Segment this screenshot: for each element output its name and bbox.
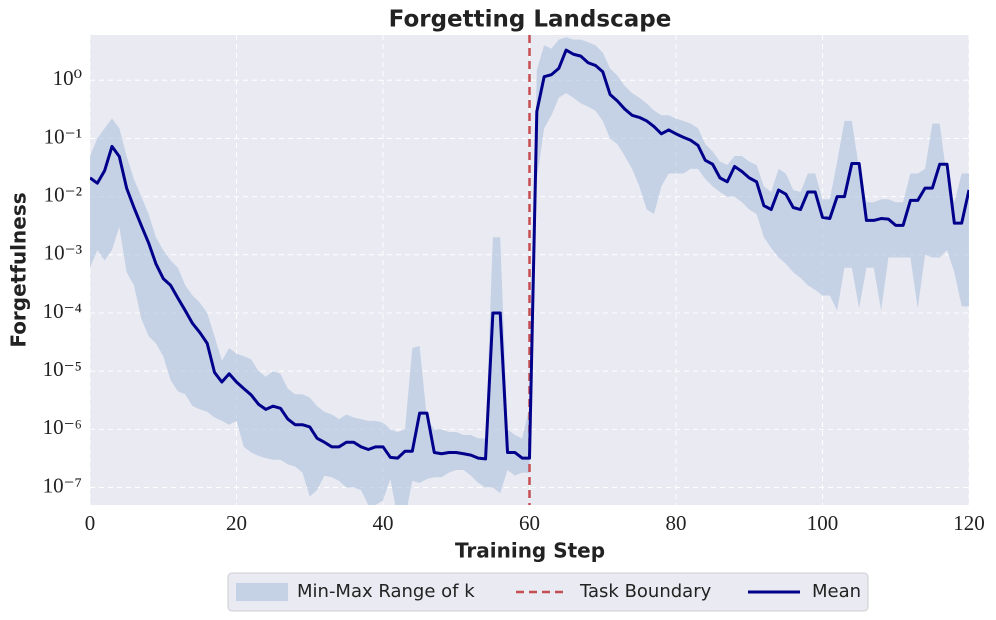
x-tick-label: 100 xyxy=(807,511,839,535)
legend: Min-Max Range of k Task Boundary Mean xyxy=(227,572,869,612)
y-tick-label: 10⁻⁴ xyxy=(43,299,82,323)
x-tick-label: 0 xyxy=(85,511,96,535)
y-tick-label: 10⁻⁶ xyxy=(43,415,82,439)
x-tick-label: 20 xyxy=(226,511,247,535)
chart-title: Forgetting Landscape xyxy=(389,7,672,33)
y-tick-label: 10⁰ xyxy=(53,66,82,90)
x-axis-label: Training Step xyxy=(455,539,605,563)
y-tick-label: 10⁻² xyxy=(44,182,82,206)
legend-swatch xyxy=(236,583,288,601)
legend-label: Task Boundary xyxy=(579,581,712,602)
x-tick-label: 80 xyxy=(666,511,687,535)
y-tick-label: 10⁻³ xyxy=(44,241,82,265)
plot xyxy=(90,35,969,505)
x-tick-label: 120 xyxy=(953,511,985,535)
x-tick-label: 60 xyxy=(519,511,540,535)
legend-label: Min-Max Range of k xyxy=(297,581,475,602)
y-tick-label: 10⁻⁵ xyxy=(43,357,82,381)
legend-label: Mean xyxy=(812,581,861,602)
y-tick-label: 10⁻¹ xyxy=(44,124,82,148)
x-tick-label: 40 xyxy=(373,511,394,535)
axes: 0 20 40 60 80 100 120 10⁻⁷ 10⁻⁶ 10⁻⁵ 10⁻⁴ 10⁻³ 10⁻² 1… xyxy=(43,66,985,535)
y-axis-label: Forgetfulness xyxy=(7,192,31,347)
y-tick-label: 10⁻⁷ xyxy=(43,473,82,497)
mean-line xyxy=(90,48,969,461)
